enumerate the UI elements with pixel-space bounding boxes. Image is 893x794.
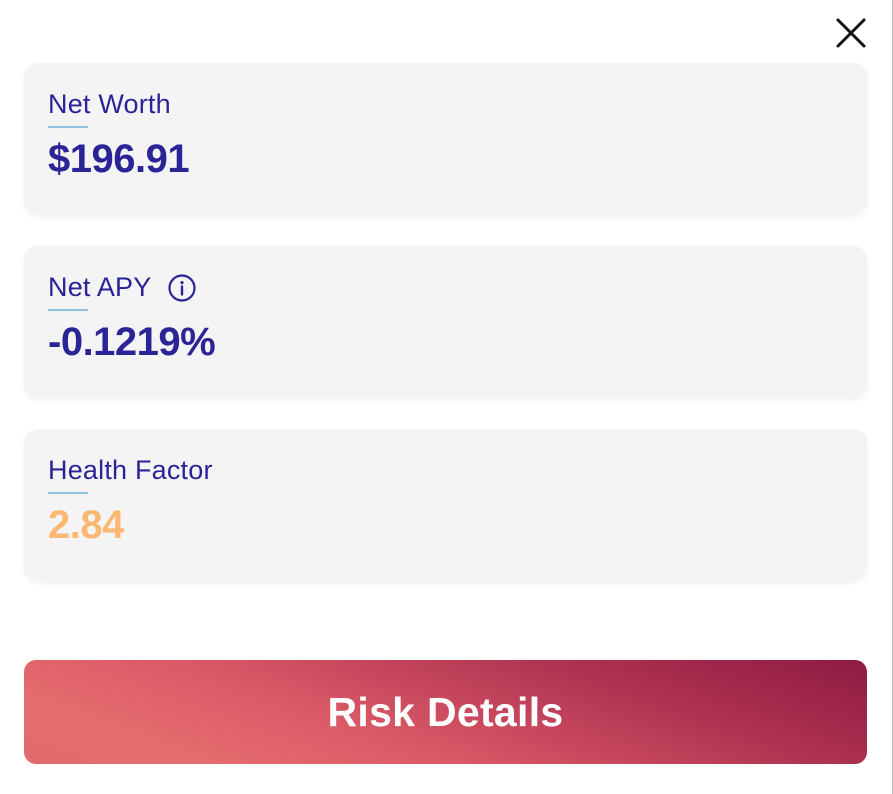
risk-details-button[interactable]: Risk Details bbox=[24, 660, 867, 764]
health-factor-card: Health Factor 2.84 bbox=[24, 429, 867, 581]
label-underline bbox=[48, 492, 88, 494]
net-worth-value: $196.91 bbox=[48, 137, 190, 181]
health-factor-value: 2.84 bbox=[48, 503, 124, 547]
net-apy-card: Net APY -0.1219% bbox=[24, 246, 867, 398]
net-worth-card: Net Worth $196.91 bbox=[24, 63, 867, 215]
close-icon[interactable] bbox=[832, 14, 870, 52]
health-factor-label: Health Factor bbox=[48, 455, 213, 485]
label-underline bbox=[48, 126, 88, 128]
net-apy-value: -0.1219% bbox=[48, 320, 216, 364]
net-worth-label: Net Worth bbox=[48, 89, 171, 119]
label-underline bbox=[48, 309, 88, 311]
info-icon[interactable] bbox=[167, 273, 197, 303]
risk-details-label: Risk Details bbox=[327, 688, 564, 735]
net-apy-label: Net APY bbox=[48, 272, 152, 302]
